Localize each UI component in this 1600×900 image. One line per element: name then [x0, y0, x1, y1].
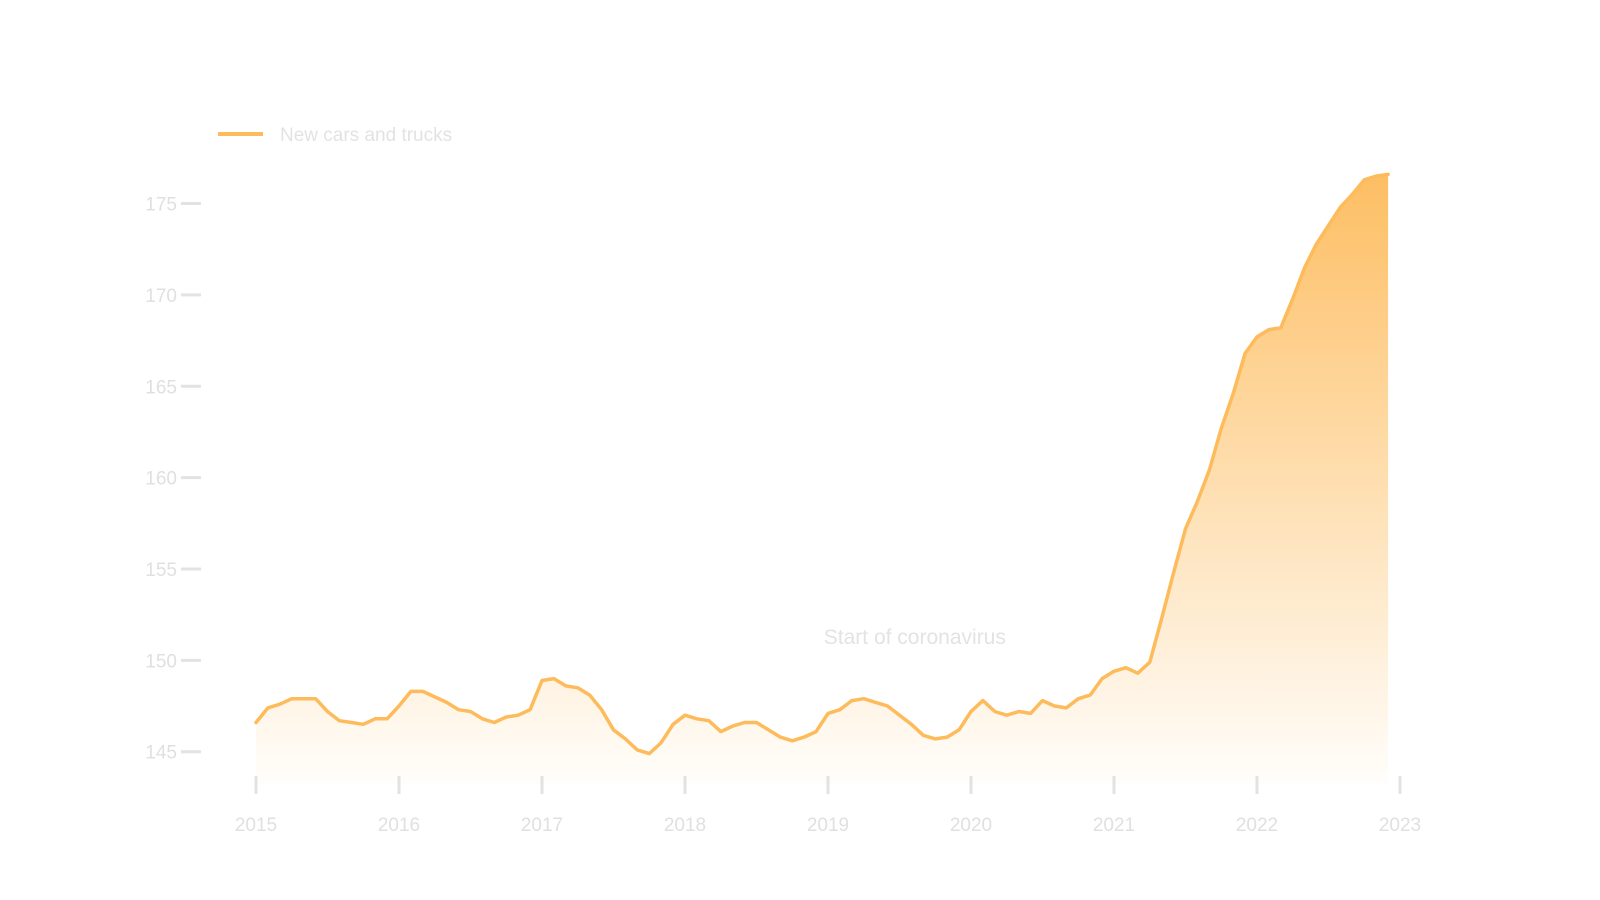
y-axis: 145 150 155 160 165 170 175 — [145, 195, 201, 764]
x-tick-label: 2015 — [235, 815, 277, 836]
y-tick-label: 165 — [145, 377, 177, 398]
series-area — [256, 174, 1389, 786]
legend-label: New cars and trucks — [280, 125, 452, 146]
x-tick-label: 2022 — [1236, 815, 1278, 836]
x-tick-label: 2020 — [950, 815, 992, 836]
y-tick-label: 170 — [145, 286, 177, 307]
y-tick-label: 155 — [145, 560, 177, 581]
x-tick-label: 2021 — [1093, 815, 1135, 836]
y-tick-label: 150 — [145, 651, 177, 672]
x-tick-label: 2019 — [807, 815, 849, 836]
y-tick-label: 175 — [145, 195, 177, 216]
x-tick-label: 2016 — [378, 815, 420, 836]
x-tick-label: 2018 — [664, 815, 706, 836]
x-tick-label: 2023 — [1379, 815, 1421, 836]
x-tick-label: 2017 — [521, 815, 563, 836]
annotation-label: Start of coronavirus — [824, 626, 1006, 649]
series-line — [254, 172, 1390, 756]
y-tick-label: 145 — [145, 743, 177, 764]
y-tick-label: 160 — [145, 469, 177, 490]
legend: New cars and trucks — [218, 125, 452, 146]
